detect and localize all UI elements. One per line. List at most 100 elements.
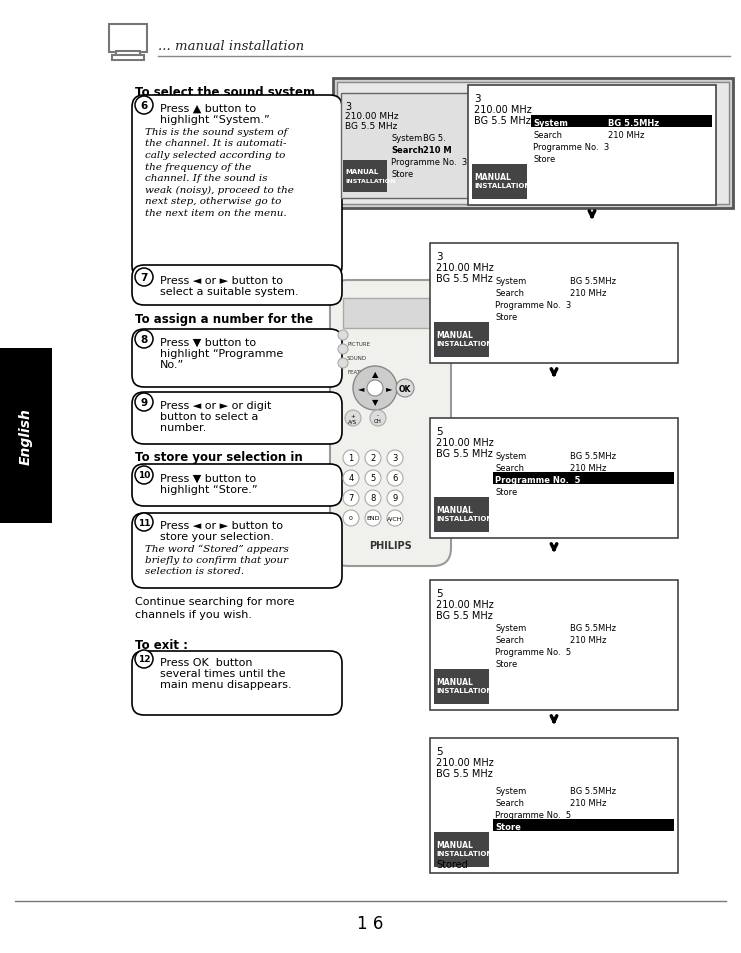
Text: 12: 12 <box>138 655 150 664</box>
Circle shape <box>338 331 348 340</box>
Text: Search: Search <box>495 636 524 644</box>
Text: 7: 7 <box>140 273 147 283</box>
Bar <box>430 739 678 873</box>
Text: Store: Store <box>495 822 521 831</box>
Text: 2: 2 <box>370 454 376 463</box>
Text: MANUAL: MANUAL <box>436 678 473 686</box>
Text: highlight “System.”: highlight “System.” <box>160 115 270 125</box>
Text: Programme No.  5: Programme No. 5 <box>495 476 580 484</box>
Bar <box>343 161 387 193</box>
Text: Store: Store <box>495 659 517 668</box>
Text: 6: 6 <box>140 101 147 111</box>
Text: INSTALLATION: INSTALLATION <box>474 183 531 189</box>
FancyBboxPatch shape <box>132 514 342 588</box>
Circle shape <box>338 345 348 355</box>
Text: MANUAL: MANUAL <box>436 841 473 849</box>
Text: System: System <box>495 623 526 633</box>
Text: 5: 5 <box>436 746 442 757</box>
Text: 3: 3 <box>436 252 442 262</box>
Text: button to select a: button to select a <box>160 412 259 421</box>
Text: BG 5.5 MHz: BG 5.5 MHz <box>474 116 531 126</box>
Text: BG 5.5 MHz: BG 5.5 MHz <box>436 768 493 779</box>
Text: Search: Search <box>533 131 562 140</box>
Text: System: System <box>495 276 526 286</box>
Text: Programme No.  5: Programme No. 5 <box>495 647 571 657</box>
Text: FEATURE: FEATURE <box>347 370 371 375</box>
Text: PHILIPS: PHILIPS <box>368 540 411 551</box>
FancyBboxPatch shape <box>132 96 342 278</box>
Text: next step, otherwise go to: next step, otherwise go to <box>145 196 282 206</box>
Text: 5: 5 <box>436 427 442 436</box>
Text: Press ◄ or ► button to: Press ◄ or ► button to <box>160 520 283 531</box>
Text: 5: 5 <box>436 588 442 598</box>
Text: To select the sound system
of the channel found: To select the sound system of the channe… <box>135 86 315 116</box>
Text: 210.00 MHz: 210.00 MHz <box>436 758 494 767</box>
Text: 9: 9 <box>393 494 398 503</box>
Text: BG 5.5MHz: BG 5.5MHz <box>608 119 659 128</box>
Text: Search: Search <box>495 289 524 297</box>
Text: System: System <box>391 133 422 143</box>
Text: Store: Store <box>495 488 517 497</box>
Text: This is the sound system of: This is the sound system of <box>145 128 288 137</box>
Circle shape <box>367 380 383 396</box>
Text: Search: Search <box>495 463 524 473</box>
Text: 0: 0 <box>349 516 353 521</box>
Text: BG 5.5 MHz: BG 5.5 MHz <box>436 274 493 284</box>
Text: BG 5.: BG 5. <box>423 133 446 143</box>
Text: Press ▲ button to: Press ▲ button to <box>160 104 256 113</box>
Circle shape <box>343 491 359 506</box>
Text: MANUAL: MANUAL <box>436 505 473 515</box>
FancyBboxPatch shape <box>132 651 342 716</box>
Circle shape <box>387 451 403 467</box>
Circle shape <box>387 471 403 486</box>
Text: Programme No.  5: Programme No. 5 <box>495 810 571 820</box>
Bar <box>116 52 140 57</box>
Bar <box>493 820 674 831</box>
Bar <box>341 94 476 199</box>
Text: ▼: ▼ <box>372 398 378 407</box>
Text: 10: 10 <box>138 471 150 480</box>
Bar <box>337 83 729 205</box>
Text: 9: 9 <box>141 397 147 408</box>
Text: 210.00 MHz: 210.00 MHz <box>436 263 494 273</box>
Circle shape <box>365 471 381 486</box>
Text: 8: 8 <box>370 494 376 503</box>
Circle shape <box>343 471 359 486</box>
Text: 8: 8 <box>140 335 147 345</box>
Bar <box>112 56 144 61</box>
Text: Programme No.  3: Programme No. 3 <box>533 143 609 152</box>
Circle shape <box>353 367 397 411</box>
Bar <box>434 832 489 867</box>
Text: System: System <box>495 786 526 795</box>
Circle shape <box>365 451 381 467</box>
Text: Press ◄ or ► button to: Press ◄ or ► button to <box>160 275 283 286</box>
Text: Programme No.  3: Programme No. 3 <box>391 158 468 167</box>
Text: BG 5.5MHz: BG 5.5MHz <box>570 452 616 460</box>
Text: the next item on the menu.: the next item on the menu. <box>145 209 287 217</box>
Circle shape <box>135 97 153 115</box>
Text: store your selection.: store your selection. <box>160 532 274 541</box>
Bar <box>434 497 489 533</box>
Text: OK: OK <box>399 384 411 393</box>
Circle shape <box>396 379 414 397</box>
Text: Press ◄ or ► or digit: Press ◄ or ► or digit <box>160 400 271 411</box>
Text: Search: Search <box>391 146 424 154</box>
Bar <box>434 669 489 704</box>
Text: channel. If the sound is: channel. If the sound is <box>145 173 268 183</box>
Text: 210 M: 210 M <box>423 146 451 154</box>
Bar <box>0 349 52 523</box>
Text: Press ▼ button to: Press ▼ button to <box>160 337 256 348</box>
Text: Search: Search <box>495 799 524 807</box>
FancyBboxPatch shape <box>132 393 342 444</box>
Text: 210.00 MHz: 210.00 MHz <box>436 437 494 448</box>
Text: Continue searching for more
channels if you wish.: Continue searching for more channels if … <box>135 597 294 619</box>
Text: 1 6: 1 6 <box>357 914 383 932</box>
Text: END: END <box>366 516 379 521</box>
Text: main menu disappears.: main menu disappears. <box>160 679 292 689</box>
Text: 210 MHz: 210 MHz <box>570 636 606 644</box>
FancyBboxPatch shape <box>330 281 451 566</box>
Text: A/CH: A/CH <box>388 516 403 521</box>
Circle shape <box>135 514 153 532</box>
Bar <box>430 580 678 710</box>
Text: BG 5.5MHz: BG 5.5MHz <box>570 623 616 633</box>
